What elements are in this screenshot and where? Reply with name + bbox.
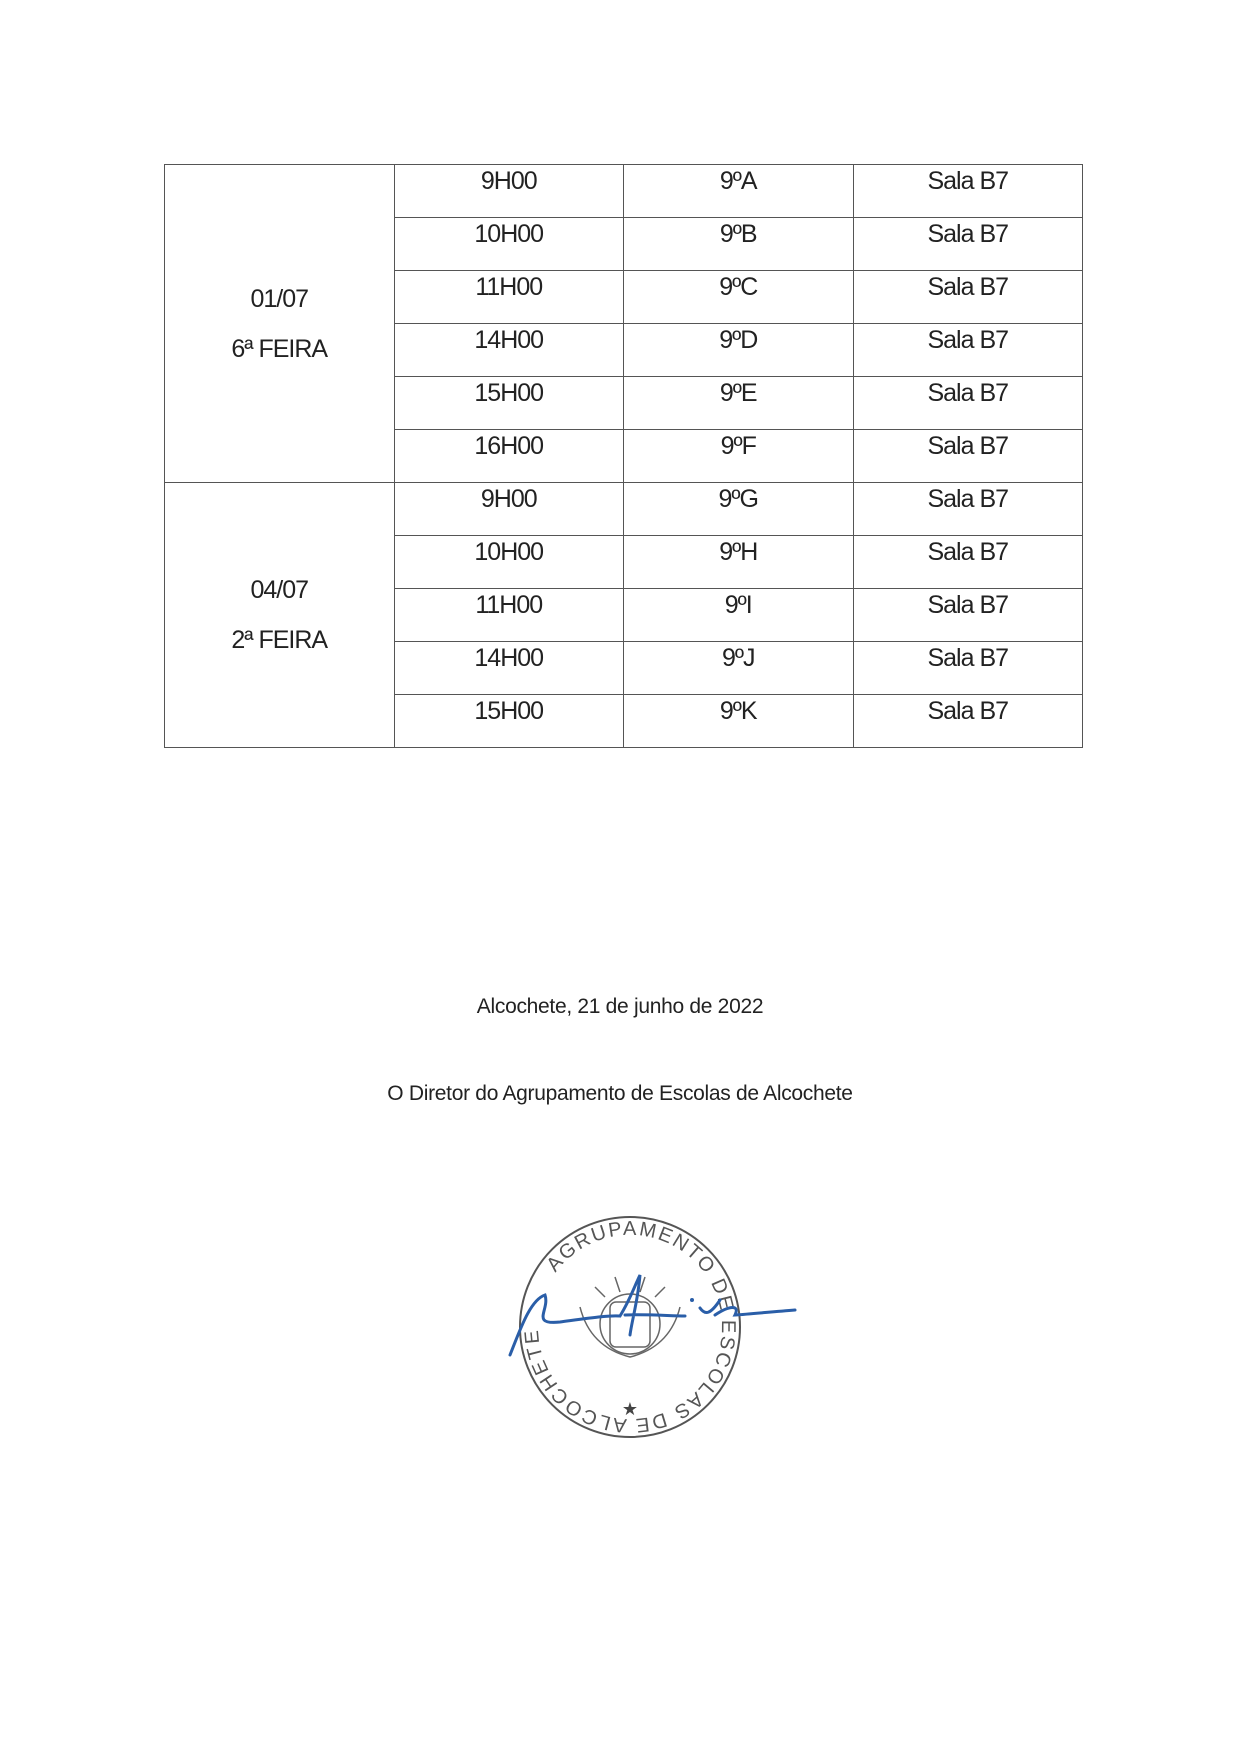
room-cell: Sala B7 (852, 429, 1083, 483)
room-cell: Sala B7 (852, 270, 1083, 324)
date-cell: 01/07 6ª FEIRA (164, 164, 395, 483)
time-cell: 15H00 (393, 694, 624, 748)
class-cell: 9ºD (623, 323, 854, 377)
star-icon: ★ (622, 1399, 638, 1419)
room-cell: Sala B7 (852, 217, 1083, 271)
class-cell: 9ºG (623, 482, 854, 536)
weekday: 6ª FEIRA (231, 334, 328, 363)
room-cell: Sala B7 (852, 376, 1083, 430)
place-date: Alcochete, 21 de junho de 2022 (476, 995, 764, 1018)
room-cell: Sala B7 (852, 482, 1083, 536)
date-cell: 04/07 2ª FEIRA (164, 482, 395, 748)
table-row: 11H00 9ºI Sala B7 (165, 588, 1083, 642)
time-cell: 11H00 (393, 588, 624, 642)
table-row: 16H00 9ºF Sala B7 (165, 429, 1083, 483)
class-cell: 9ºH (623, 535, 854, 589)
room-cell: Sala B7 (852, 535, 1083, 589)
room-cell: Sala B7 (852, 323, 1083, 377)
class-cell: 9ºA (623, 164, 854, 218)
table-row: 15H00 9ºE Sala B7 (165, 376, 1083, 430)
time-cell: 10H00 (393, 535, 624, 589)
time-cell: 11H00 (393, 270, 624, 324)
table-row: 14H00 9ºJ Sala B7 (165, 641, 1083, 695)
school-stamp: AGRUPAMENTO DE ESCOLAS DE ALCOCHETE ★ (519, 1216, 741, 1438)
time-cell: 10H00 (393, 217, 624, 271)
date: 04/07 (250, 576, 309, 604)
class-cell: 9ºB (623, 217, 854, 271)
class-cell: 9ºC (623, 270, 854, 324)
time-cell: 9H00 (393, 482, 624, 536)
time-cell: 14H00 (393, 323, 624, 377)
time-cell: 16H00 (393, 429, 624, 483)
room-cell: Sala B7 (852, 164, 1083, 218)
table-row: 10H00 9ºB Sala B7 (165, 217, 1083, 271)
room-cell: Sala B7 (852, 641, 1083, 695)
room-cell: Sala B7 (852, 588, 1083, 642)
class-cell: 9ºJ (623, 641, 854, 695)
class-cell: 9ºI (623, 588, 854, 642)
time-cell: 9H00 (393, 164, 624, 218)
table-row: 01/07 6ª FEIRA 9H00 9ºA Sala B7 (164, 164, 1083, 483)
class-cell: 9ºE (623, 376, 854, 430)
weekday: 2ª FEIRA (231, 626, 328, 654)
table-row: 15H00 9ºK Sala B7 (165, 694, 1083, 748)
date: 01/07 (250, 284, 309, 313)
room-cell: Sala B7 (852, 694, 1083, 748)
class-cell: 9ºK (623, 694, 854, 748)
director-signature (508, 1274, 797, 1357)
class-cell: 9ºF (623, 429, 854, 483)
exam-schedule-table: 01/07 6ª FEIRA 9H00 9ºA Sala B7 10H00 9ºB Sala … (164, 164, 1083, 748)
signatory-title: O Diretor do Agrupamento de Escolas de A… (387, 1082, 853, 1105)
time-cell: 14H00 (393, 641, 624, 695)
time-cell: 15H00 (393, 376, 624, 430)
table-row: 10H00 9ºH Sala B7 (165, 535, 1083, 589)
table-row: 04/07 2ª FEIRA 9H00 9ºG Sala B7 (164, 482, 1083, 748)
